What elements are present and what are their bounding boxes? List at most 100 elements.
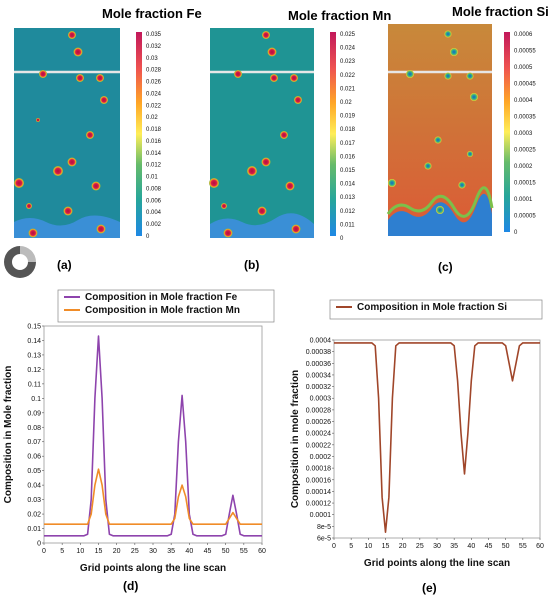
- colorbar-tick-label: 0.00035: [514, 115, 536, 121]
- colorbar-tick-label: 0.012: [146, 163, 162, 169]
- y-tick-label: 6e-5: [317, 536, 331, 543]
- colorbar-tick-label: 0.008: [146, 186, 162, 192]
- x-tick-label: 5: [60, 548, 64, 555]
- legend-box: [57, 289, 275, 323]
- series-line-1: [334, 342, 540, 533]
- x-tick-label: 15: [382, 543, 390, 550]
- colorbar-tick-label: 0.0002: [514, 164, 533, 170]
- x-tick-label: 60: [536, 543, 544, 550]
- x-tick-label: 35: [450, 543, 458, 550]
- x-tick-label: 20: [113, 548, 121, 555]
- x-tick-label: 0: [332, 543, 336, 550]
- panel-label-b: (b): [244, 258, 260, 272]
- x-tick-label: 15: [95, 548, 103, 555]
- particles-mn: [209, 31, 302, 238]
- y-axis-label: Composition in Mole fraction: [3, 366, 14, 504]
- y-tick-label: 0.00038: [306, 349, 331, 356]
- y-tick-label: 0.0003: [310, 396, 332, 403]
- colorbar-tick-label: 0.023: [340, 59, 356, 65]
- y-tick-label: 0.12: [27, 367, 41, 374]
- y-tick-label: 0.00014: [306, 489, 331, 496]
- colorbar-fe-ticks: 0.035 0.032 0.03 0.028 0.026 0.024 0.022 0.02 0.…: [146, 32, 162, 240]
- y-tick-label: 0.00012: [306, 501, 331, 508]
- x-tick-label: 5: [349, 543, 353, 550]
- colorbar-tick-label: 0.018: [340, 127, 356, 133]
- y-tick-label: 0.0002: [310, 454, 332, 461]
- particles-fe: [14, 31, 108, 238]
- colorbar-tick-label: 0.014: [340, 182, 356, 188]
- y-tick-label: 0.14: [27, 338, 41, 345]
- colorbar-tick-label: 0.021: [340, 86, 356, 92]
- x-tick-label: 25: [416, 543, 424, 550]
- colorbar-tick-label: 0.02: [146, 115, 158, 121]
- y-tick-label: 0.09: [27, 410, 41, 417]
- colorbar-tick-label: 0.01: [146, 175, 158, 181]
- legend-box: [329, 299, 543, 320]
- colorbar-tick-label: 0.022: [146, 103, 162, 109]
- x-tick-label: 30: [149, 548, 157, 555]
- colorbar-tick-label: 0.00045: [514, 82, 536, 88]
- colorbar-si: [504, 32, 510, 232]
- legend: Composition in Mole fraction Fe Compositi…: [57, 289, 275, 323]
- y-tick-label: 0.00036: [306, 361, 331, 368]
- map-si: [386, 24, 494, 236]
- logo-icon: [4, 246, 36, 278]
- y-tick-label: 0.02: [27, 512, 41, 519]
- x-tick-label: 30: [433, 543, 441, 550]
- colorbar-tick-label: 0.002: [146, 222, 162, 228]
- series-line-1: [44, 335, 262, 537]
- colorbar-tick-label: 0.02: [340, 100, 352, 106]
- particles-si: [388, 30, 478, 214]
- colorbar-tick-label: 0.0005: [514, 65, 533, 71]
- colorbar-tick-label: 0.012: [340, 209, 356, 215]
- colorbar-tick-label: 0: [340, 236, 344, 242]
- x-tick-label: 10: [364, 543, 372, 550]
- colorbar-tick-label: 0.019: [340, 114, 356, 120]
- x-tick-label: 40: [467, 543, 475, 550]
- y-tick-label: 0.06: [27, 454, 41, 461]
- y-tick-label: 0.03: [27, 497, 41, 504]
- x-tick-label: 0: [42, 548, 46, 555]
- y-tick-label: 0.00018: [306, 466, 331, 473]
- y-tick-label: 0.07: [27, 439, 41, 446]
- x-axis-label: Grid points along the line scan: [80, 563, 226, 574]
- map-title-mn: Mole fraction Mn: [288, 8, 392, 23]
- colorbar-tick-label: 0.017: [340, 141, 356, 147]
- colorbar-tick-label: 0.026: [146, 80, 162, 86]
- x-tick-label: 35: [167, 548, 175, 555]
- chart-e: 6e-5 8e-5 0.0001 0.00012 0.00014 0.00016 0.000…: [290, 299, 544, 569]
- y-tick-label: 0.00028: [306, 407, 331, 414]
- x-tick-label: 55: [240, 548, 248, 555]
- x-tick-label: 25: [131, 548, 139, 555]
- y-tick-label: 0.0001: [310, 512, 332, 519]
- x-tick-label: 45: [204, 548, 212, 555]
- colorbar-tick-label: 0.013: [340, 195, 356, 201]
- colorbar-mn-ticks: 0.025 0.024 0.023 0.022 0.021 0.02 0.019 0.018 0…: [340, 32, 356, 242]
- colorbar-tick-label: 0: [514, 230, 518, 236]
- colorbar-tick-label: 0.022: [340, 73, 356, 79]
- map-fe: [14, 28, 120, 238]
- colorbar-tick-label: 0.00055: [514, 49, 536, 55]
- legend: Composition in Mole fraction Si: [329, 299, 543, 320]
- panel-label-e: (e): [422, 581, 437, 595]
- y-tick-label: 0.00016: [306, 477, 331, 484]
- colorbar-tick-label: 0.00025: [514, 148, 536, 154]
- y-tick-label: 8e-5: [317, 524, 331, 531]
- panel-label-d: (d): [123, 579, 139, 593]
- x-tick-label: 20: [399, 543, 407, 550]
- x-tick-label: 10: [76, 548, 84, 555]
- legend-label: Composition in Mole fraction Mn: [85, 305, 240, 316]
- colorbar-mn: [330, 32, 336, 236]
- colorbar-tick-label: 0.025: [340, 32, 356, 38]
- colorbar-tick-label: 0.035: [146, 32, 162, 38]
- colorbar-tick-label: 0.016: [146, 139, 162, 145]
- colorbar-tick-label: 0: [146, 234, 150, 240]
- colorbar-tick-label: 0.0004: [514, 98, 533, 104]
- x-tick-label: 45: [485, 543, 493, 550]
- y-tick-label: 0.00032: [306, 384, 331, 391]
- colorbar-tick-label: 0.011: [340, 222, 355, 228]
- colorbar-si-ticks: 0.0006 0.00055 0.0005 0.00045 0.0004 0.00035 0…: [514, 32, 536, 236]
- legend-label: Composition in Mole fraction Fe: [85, 292, 238, 303]
- colorbar-tick-label: 0.028: [146, 68, 162, 74]
- plot-area: [333, 339, 541, 539]
